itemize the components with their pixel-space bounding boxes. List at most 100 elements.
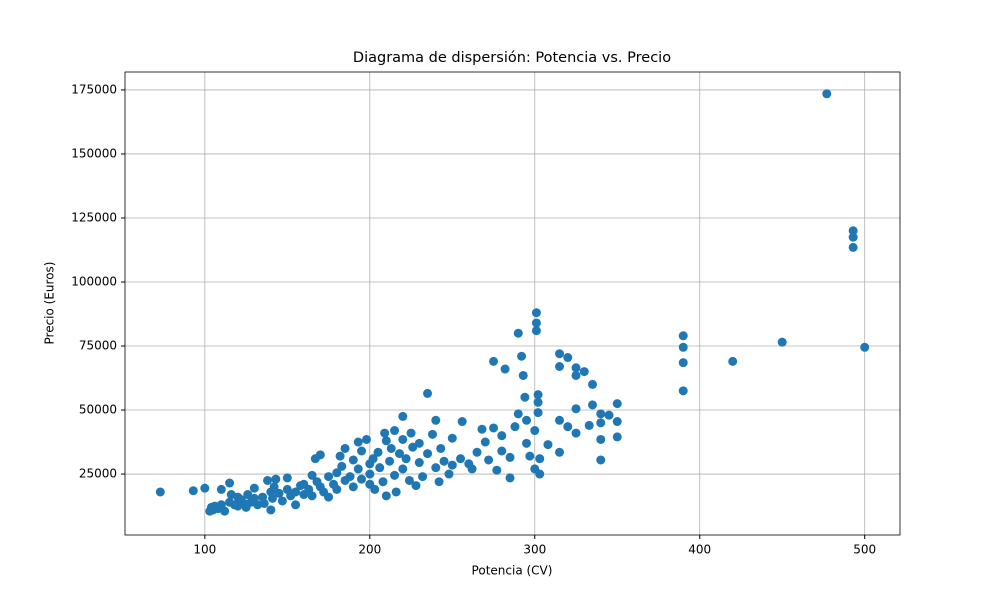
point — [678, 386, 688, 396]
point — [386, 443, 396, 453]
point — [277, 496, 287, 506]
point — [353, 437, 363, 447]
point — [467, 464, 477, 474]
point — [394, 449, 404, 459]
point — [307, 491, 317, 501]
point — [728, 356, 738, 366]
point — [497, 446, 507, 456]
point — [555, 361, 565, 371]
point — [307, 470, 317, 480]
point — [535, 469, 545, 479]
point — [282, 473, 292, 483]
point — [497, 431, 507, 441]
point — [596, 434, 606, 444]
point — [596, 455, 606, 465]
point — [362, 434, 372, 444]
y-tick-label: 175000 — [71, 82, 117, 96]
y-tick-label: 100000 — [71, 274, 117, 288]
y-tick-label: 75000 — [79, 339, 117, 353]
point — [267, 493, 277, 503]
point — [505, 452, 515, 462]
point — [345, 472, 355, 482]
point — [533, 408, 543, 418]
point — [579, 367, 589, 377]
point — [510, 422, 520, 432]
y-tick-label: 25000 — [79, 467, 117, 481]
point — [431, 415, 441, 425]
point — [571, 428, 581, 438]
point — [447, 433, 457, 443]
point — [259, 499, 269, 509]
point — [404, 475, 414, 485]
point — [348, 455, 358, 465]
point — [216, 484, 226, 494]
x-tick-label: 500 — [853, 543, 876, 557]
point — [188, 486, 198, 496]
point — [596, 418, 606, 428]
point — [398, 464, 408, 474]
point — [571, 404, 581, 414]
point — [348, 482, 358, 492]
point — [531, 308, 541, 318]
point — [431, 463, 441, 473]
point — [612, 432, 622, 442]
point — [365, 469, 375, 479]
point — [439, 456, 449, 466]
point — [225, 478, 235, 488]
point — [291, 500, 301, 510]
point — [612, 399, 622, 409]
point — [489, 356, 499, 366]
point — [427, 429, 437, 439]
point — [398, 411, 408, 421]
point — [444, 469, 454, 479]
point — [249, 483, 259, 493]
x-tick-label: 300 — [523, 543, 546, 557]
point — [263, 475, 273, 485]
point — [533, 390, 543, 400]
y-tick-label: 150000 — [71, 146, 117, 160]
point — [357, 474, 367, 484]
point — [563, 422, 573, 432]
point — [271, 474, 281, 484]
point — [522, 438, 532, 448]
point — [324, 492, 334, 502]
point — [530, 426, 540, 436]
point — [588, 400, 598, 410]
point — [220, 506, 230, 516]
point — [477, 424, 487, 434]
y-tick-label: 50000 — [79, 403, 117, 417]
y-tick-label: 125000 — [71, 210, 117, 224]
point — [555, 447, 565, 457]
point — [381, 491, 391, 501]
point — [520, 392, 530, 402]
point — [266, 505, 276, 515]
point — [411, 481, 421, 491]
point — [584, 420, 594, 430]
point — [543, 440, 553, 450]
point — [357, 446, 367, 456]
point — [500, 364, 510, 374]
point — [368, 454, 378, 464]
point — [269, 482, 279, 492]
point — [480, 437, 490, 447]
point — [563, 353, 573, 363]
point — [200, 483, 210, 493]
point — [243, 490, 253, 500]
x-tick-label: 400 — [688, 543, 711, 557]
point — [332, 484, 342, 494]
point — [492, 465, 502, 475]
point — [822, 89, 832, 99]
point — [533, 397, 543, 407]
point — [418, 472, 428, 482]
point — [406, 428, 416, 438]
point — [436, 443, 446, 453]
point — [414, 458, 424, 468]
x-axis-label: Potencia (CV) — [472, 564, 553, 578]
point — [381, 436, 391, 446]
point — [370, 484, 380, 494]
plot-frame — [124, 71, 901, 536]
point — [434, 477, 444, 487]
point — [489, 423, 499, 433]
x-tick-label: 100 — [193, 543, 216, 557]
point — [447, 460, 457, 470]
